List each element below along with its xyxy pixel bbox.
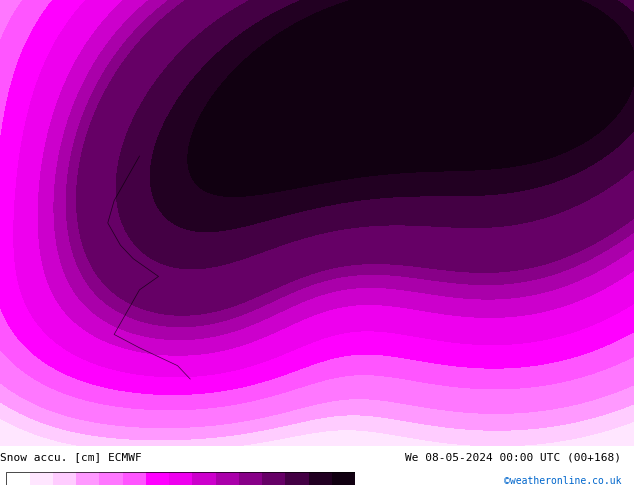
Bar	[239, 471, 262, 485]
Bar	[262, 471, 285, 485]
Bar	[146, 471, 169, 485]
Bar	[100, 471, 122, 485]
FancyArrow shape	[355, 471, 369, 485]
Text: ©weatheronline.co.uk: ©weatheronline.co.uk	[504, 476, 621, 486]
Text: Snow accu. [cm] ECMWF: Snow accu. [cm] ECMWF	[0, 453, 142, 463]
Bar	[192, 471, 216, 485]
Bar	[30, 471, 53, 485]
Bar	[76, 471, 100, 485]
Text: We 08-05-2024 00:00 UTC (00+168): We 08-05-2024 00:00 UTC (00+168)	[405, 453, 621, 463]
Bar	[216, 471, 239, 485]
Bar	[285, 471, 309, 485]
Bar	[169, 471, 192, 485]
Bar	[6, 471, 30, 485]
Bar	[53, 471, 76, 485]
Bar	[309, 471, 332, 485]
Bar	[332, 471, 355, 485]
Bar	[122, 471, 146, 485]
Bar	[6, 471, 355, 485]
